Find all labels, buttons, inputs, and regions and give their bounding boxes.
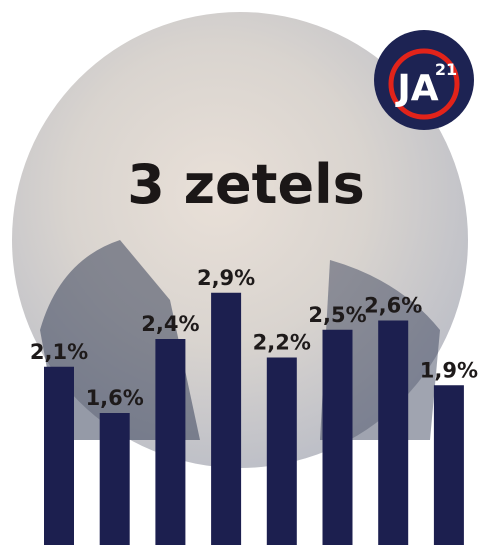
bar [434, 385, 464, 545]
bar [44, 367, 74, 545]
value-label: 2,6% [364, 294, 422, 318]
chart: 3 zetels JA 21 2,1%1,6%2,4%2,9%2,2%2,5%2… [0, 0, 479, 545]
logo-text: JA [394, 68, 438, 109]
logo: JA 21 [374, 30, 474, 130]
value-label: 2,1% [30, 340, 88, 364]
bar [100, 413, 130, 545]
bar [323, 330, 353, 545]
bar [155, 339, 185, 545]
value-label: 2,5% [308, 303, 366, 327]
value-label: 2,2% [253, 331, 311, 355]
value-label: 2,4% [141, 312, 199, 336]
value-label: 1,6% [86, 386, 144, 410]
logo-superscript: 21 [435, 60, 457, 79]
value-label: 1,9% [420, 358, 478, 382]
bar [378, 321, 408, 545]
chart-title: 3 zetels [127, 153, 365, 216]
value-label: 2,9% [197, 266, 255, 290]
bar [267, 358, 297, 545]
bar [211, 293, 241, 545]
